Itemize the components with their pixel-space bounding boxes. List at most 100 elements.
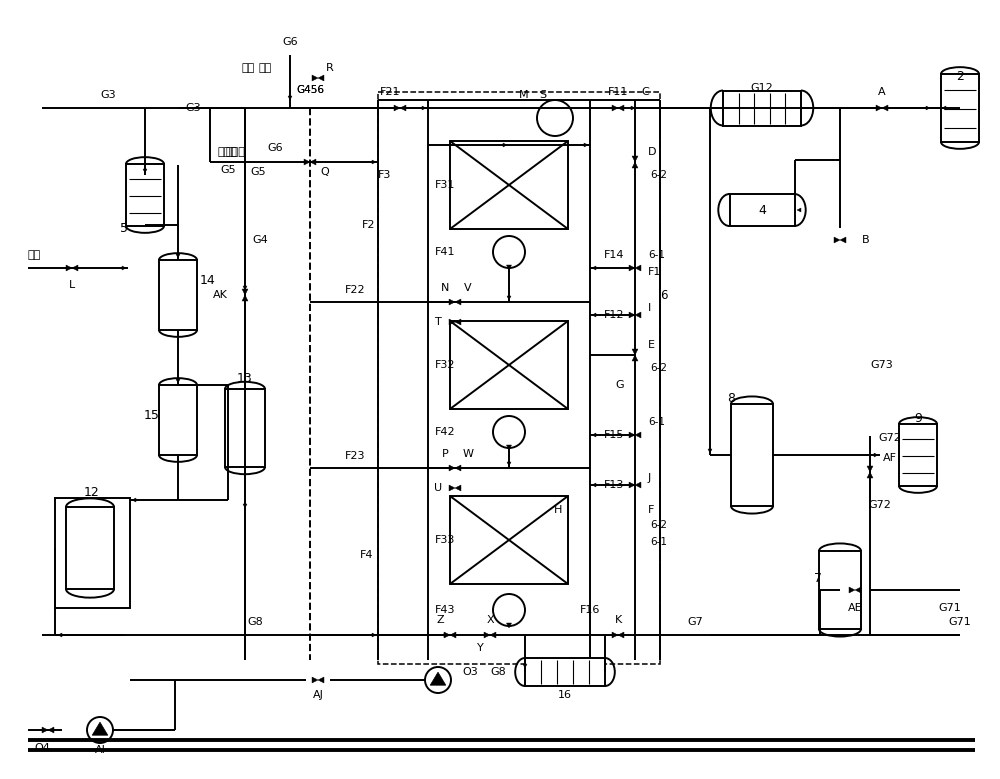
Text: G72: G72 [878, 433, 901, 443]
Text: 6: 6 [660, 288, 668, 301]
Polygon shape [242, 289, 248, 295]
Text: Q: Q [321, 167, 329, 177]
Text: A: A [878, 87, 886, 97]
Bar [126, 164, 164, 226]
Polygon shape [449, 299, 455, 305]
Polygon shape [507, 462, 511, 466]
Text: G8: G8 [490, 667, 506, 677]
Text: O4: O4 [34, 743, 50, 753]
Polygon shape [312, 75, 318, 81]
Text: L: L [69, 280, 75, 290]
Polygon shape [618, 105, 624, 111]
Polygon shape [444, 633, 448, 637]
Text: F15: F15 [604, 430, 624, 440]
Polygon shape [942, 106, 946, 110]
Polygon shape [855, 587, 861, 593]
Polygon shape [631, 106, 635, 110]
Polygon shape [926, 106, 930, 110]
Polygon shape [592, 266, 596, 270]
Polygon shape [449, 319, 455, 325]
Text: 水蒸气: 水蒸气 [218, 147, 238, 157]
Polygon shape [632, 355, 638, 361]
Text: AF: AF [883, 453, 897, 463]
Text: 8: 8 [727, 392, 735, 404]
Polygon shape [310, 159, 316, 165]
Polygon shape [449, 465, 455, 471]
Polygon shape [867, 472, 873, 478]
Polygon shape [455, 299, 461, 305]
Text: W: W [462, 449, 474, 459]
Text: AJ: AJ [313, 690, 323, 700]
Polygon shape [242, 295, 248, 301]
Text: 6-1: 6-1 [650, 537, 667, 547]
Polygon shape [632, 156, 638, 162]
Polygon shape [42, 727, 48, 733]
Polygon shape [484, 632, 490, 638]
Bar [723, 90, 801, 125]
Polygon shape [584, 143, 588, 147]
Text: F4: F4 [360, 550, 374, 560]
Text: 6-2: 6-2 [650, 170, 667, 180]
Polygon shape [876, 105, 882, 111]
Polygon shape [318, 677, 324, 683]
Polygon shape [592, 313, 596, 317]
Text: J: J [648, 473, 651, 483]
Polygon shape [58, 633, 62, 637]
Text: F41: F41 [434, 247, 455, 257]
Circle shape [493, 416, 525, 448]
Text: G456: G456 [296, 85, 324, 95]
Text: F: F [648, 505, 654, 515]
Bar [450, 321, 568, 409]
Polygon shape [629, 482, 635, 488]
Polygon shape [490, 632, 496, 638]
Text: 14: 14 [200, 273, 216, 287]
Polygon shape [243, 286, 247, 290]
Polygon shape [849, 587, 855, 593]
Text: AI: AI [95, 745, 105, 755]
Polygon shape [507, 445, 512, 450]
Polygon shape [372, 160, 376, 164]
Polygon shape [455, 319, 461, 325]
Polygon shape [507, 265, 512, 270]
Text: 水蒸气: 水蒸气 [225, 147, 245, 157]
Text: Z: Z [436, 615, 444, 625]
Bar [525, 658, 605, 686]
Text: G: G [615, 380, 624, 390]
Text: D: D [648, 147, 656, 157]
Text: N: N [441, 283, 449, 293]
Text: F43: F43 [434, 605, 455, 615]
Polygon shape [874, 453, 878, 457]
Polygon shape [840, 237, 846, 243]
Text: G456: G456 [296, 85, 324, 95]
Text: C: C [641, 87, 649, 97]
Text: O3: O3 [462, 667, 478, 677]
Text: F1: F1 [648, 267, 661, 277]
Text: F21: F21 [380, 87, 400, 97]
Text: G71: G71 [938, 603, 961, 613]
Polygon shape [422, 106, 426, 110]
Text: G7: G7 [687, 617, 703, 627]
Polygon shape [507, 623, 512, 628]
Text: B: B [862, 235, 870, 245]
Text: G8: G8 [247, 617, 263, 627]
Text: 7: 7 [814, 572, 822, 584]
Text: 氢气: 氢气 [28, 250, 41, 260]
Polygon shape [450, 632, 456, 638]
Text: 13: 13 [237, 372, 253, 385]
Text: G5: G5 [250, 167, 266, 177]
Polygon shape [243, 504, 247, 508]
Polygon shape [708, 449, 712, 453]
Polygon shape [143, 169, 147, 173]
Text: F16: F16 [580, 605, 600, 615]
Text: F22: F22 [345, 285, 365, 295]
Text: F32: F32 [434, 360, 455, 370]
Text: F31: F31 [435, 180, 455, 190]
Polygon shape [400, 105, 406, 111]
Text: G6: G6 [282, 37, 298, 47]
Polygon shape [444, 632, 450, 638]
Polygon shape [92, 722, 108, 735]
Polygon shape [176, 254, 180, 258]
Polygon shape [132, 498, 136, 502]
Text: F33: F33 [435, 535, 455, 545]
Bar [66, 507, 114, 589]
